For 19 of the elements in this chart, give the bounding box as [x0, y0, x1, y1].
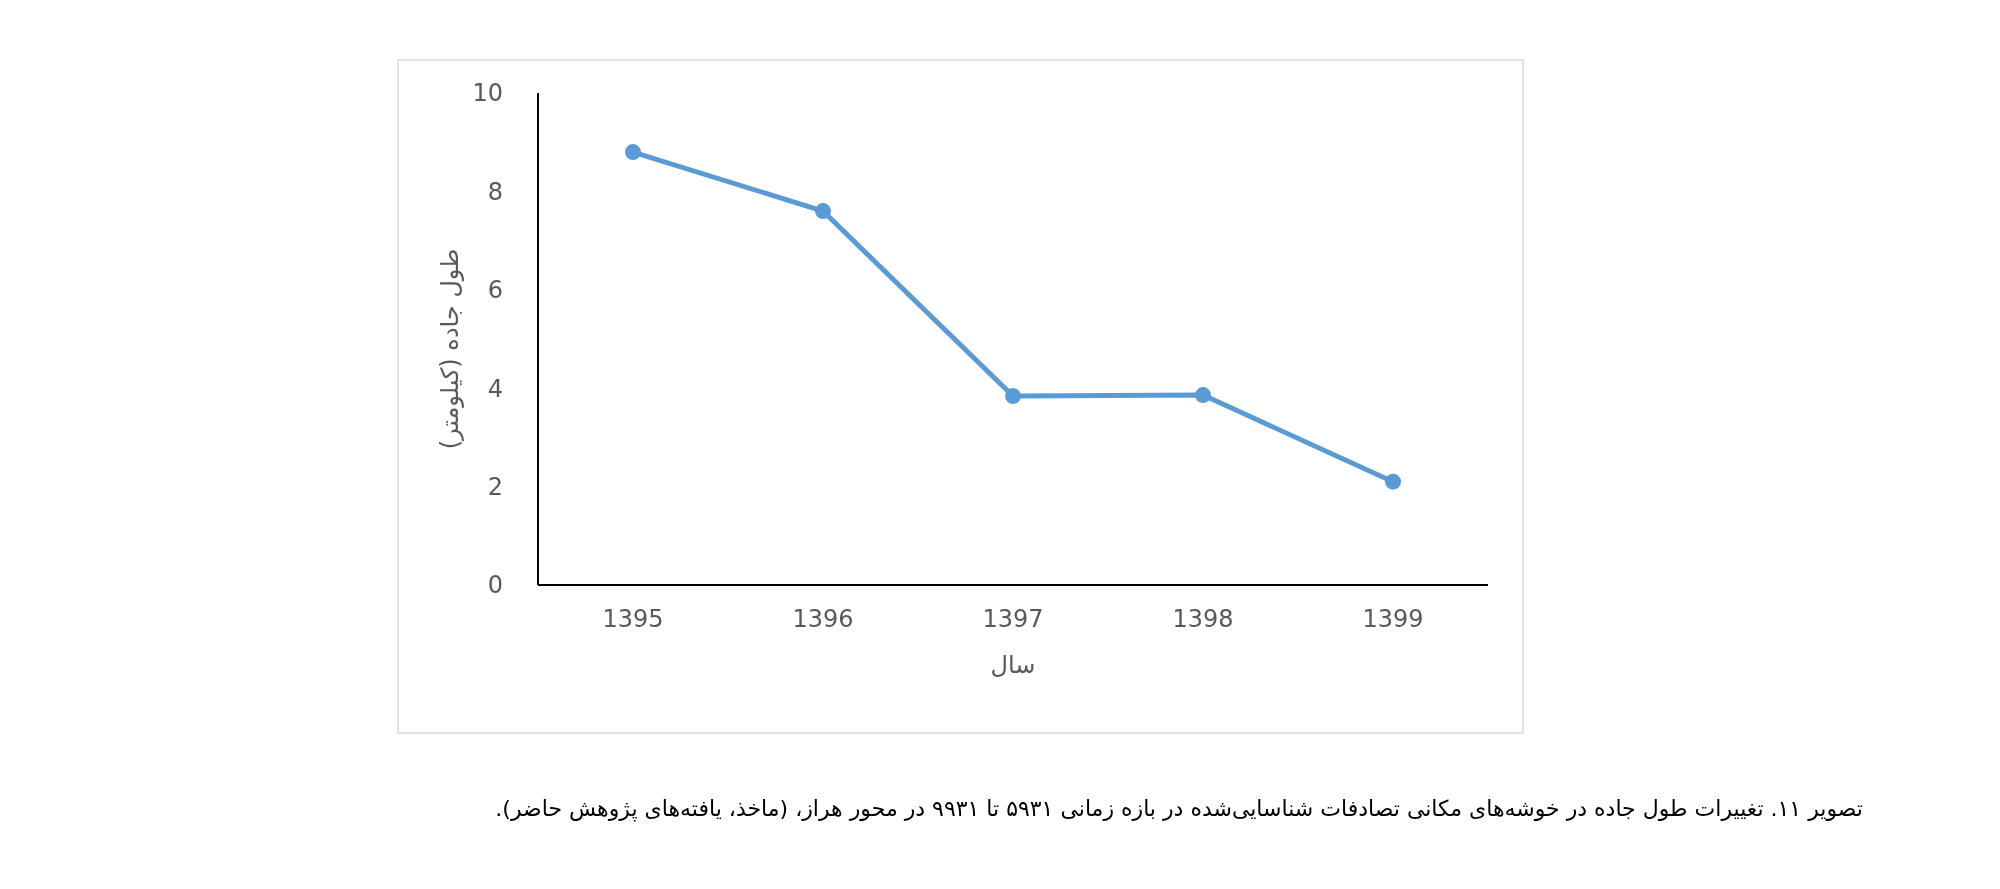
y-tick-label: 8 [487, 177, 503, 206]
y-tick-label: 4 [487, 374, 503, 403]
point [1195, 387, 1211, 404]
point [1005, 388, 1021, 405]
x-axis-title: سال [990, 651, 1036, 679]
y-tick-label: 0 [487, 571, 503, 600]
y-axis-title: طول جاده (کیلومتر) [436, 248, 464, 450]
point [1385, 473, 1401, 490]
y-tick-label: 6 [487, 276, 503, 305]
point [625, 144, 641, 161]
text: تصویر ۱۱. تغییرات طول جاده در خوشه‌های مکانی تصادفات شناسایی‌شده در بازه زمانی ۵۹۳۱ تا ۹۹۳۱ در محور هراز، (ماخذ، یافته‌های پژوهش حاضر). [495, 796, 1863, 822]
x-tick-label: 1399 [1362, 605, 1424, 633]
point [815, 203, 831, 220]
x-tick-label: 1398 [1172, 605, 1234, 633]
x-tick-label: 1395 [602, 605, 664, 633]
y-tick-label: 2 [487, 473, 503, 501]
x-tick-label: 1396 [792, 605, 854, 633]
x-tick-label: 1397 [982, 605, 1044, 633]
y-tick-label: 10 [472, 79, 503, 108]
